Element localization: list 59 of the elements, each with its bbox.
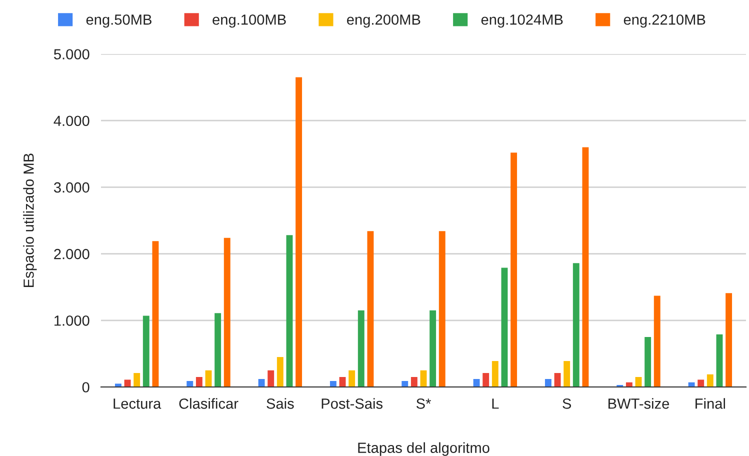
bar (410, 377, 418, 387)
legend-label: eng.100MB (212, 14, 286, 28)
bar (706, 374, 714, 387)
bar (510, 152, 518, 387)
legend-label: eng.2210MB (624, 14, 706, 28)
bar (438, 231, 446, 387)
bar (644, 337, 652, 387)
bar (402, 381, 408, 387)
x-tick-label: Sais (266, 398, 294, 409)
y-tick-label: 3.000 (54, 182, 90, 193)
x-axis-title: Etapas del algoritmo (358, 442, 490, 456)
bar (501, 268, 508, 387)
x-tick-label: Clasificar (179, 398, 238, 409)
bar (564, 361, 570, 387)
y-tick-label: 0 (82, 382, 90, 392)
y-tick-label: 1.000 (54, 316, 90, 326)
x-tick-label: L (492, 398, 499, 409)
bar (358, 310, 364, 387)
bar (268, 370, 274, 387)
bar (186, 381, 194, 387)
bar (544, 379, 552, 387)
y-tick-label: 5.000 (54, 49, 90, 60)
y-tick-label: 4.000 (54, 116, 90, 126)
x-tick-label: S (562, 398, 572, 409)
bar (367, 231, 374, 387)
bar (224, 238, 230, 387)
bar (572, 263, 580, 387)
x-tick-label: Final (696, 398, 725, 409)
bar (152, 241, 159, 387)
bar (473, 379, 480, 387)
bar (654, 296, 660, 387)
bar (258, 379, 265, 387)
y-axis-title: Espacio utilizado MB (23, 154, 37, 287)
y-tick-label: 2.000 (54, 248, 90, 260)
bar (196, 377, 202, 387)
x-tick-label: BWT-size (608, 398, 670, 409)
legend-label: eng.200MB (347, 14, 420, 28)
bar (348, 370, 356, 387)
x-tick-label: S* (416, 398, 431, 409)
legend-label: eng.1024MB (481, 14, 563, 28)
bar (134, 373, 140, 387)
bar (582, 147, 589, 387)
x-tick-label: Lectura (114, 398, 162, 409)
bar (716, 334, 723, 387)
bar (430, 310, 436, 387)
bar (276, 357, 284, 387)
bar (482, 373, 490, 387)
bar (330, 381, 336, 387)
bar (286, 235, 293, 387)
bar (214, 313, 222, 387)
bar (114, 384, 122, 387)
x-tick-label: Post-Sais (322, 398, 383, 409)
bar (726, 293, 732, 387)
bar (554, 373, 561, 387)
bar (698, 380, 704, 387)
legend-label: eng.50MB (86, 14, 152, 28)
bar (142, 316, 150, 387)
bar (296, 77, 302, 387)
bar (492, 361, 498, 387)
